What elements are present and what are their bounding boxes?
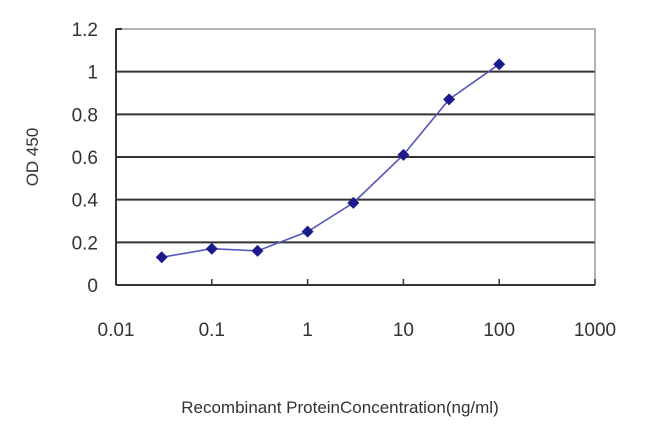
data-point-diamond-marker [347,196,360,209]
data-point-diamond-marker [205,242,218,255]
y-tick-label: 0.4 [72,191,99,212]
x-tick-label: 1 [302,320,313,341]
y-tick-label: 1.2 [72,20,98,41]
data-series [155,58,506,264]
data-point-diamond-marker [397,148,410,161]
y-tick-label: 1 [87,63,98,84]
data-point-diamond-marker [155,251,168,264]
x-tick-label: 0.01 [98,320,135,341]
y-tick-label: 0.6 [72,148,98,169]
y-tick-label: 0 [87,276,98,297]
x-tick-label: 1000 [574,320,616,341]
x-tick-label: 10 [393,320,414,341]
x-tick-label: 100 [483,320,515,341]
horizontal-gridlines [116,70,595,244]
data-point-diamond-marker [251,244,264,257]
data-point-diamond-marker [443,93,456,106]
series-line [161,63,500,259]
y-axis-tick-labels: 0 0.2 0.4 0.6 0.8 1 1.2 [72,20,99,297]
data-point-diamond-marker [301,225,314,238]
y-tick-label: 0.2 [72,233,98,254]
y-tick-label: 0.8 [72,105,98,126]
data-point-diamond-marker [493,58,506,71]
y-axis-title: OD 450 [23,128,42,187]
x-axis-title: Recombinant ProteinConcentration(ng/ml) [181,398,499,417]
axes [115,28,596,286]
x-tick-label: 0.1 [199,320,225,341]
x-axis-tick-labels: 0.01 0.1 1 10 100 1000 [98,320,617,341]
